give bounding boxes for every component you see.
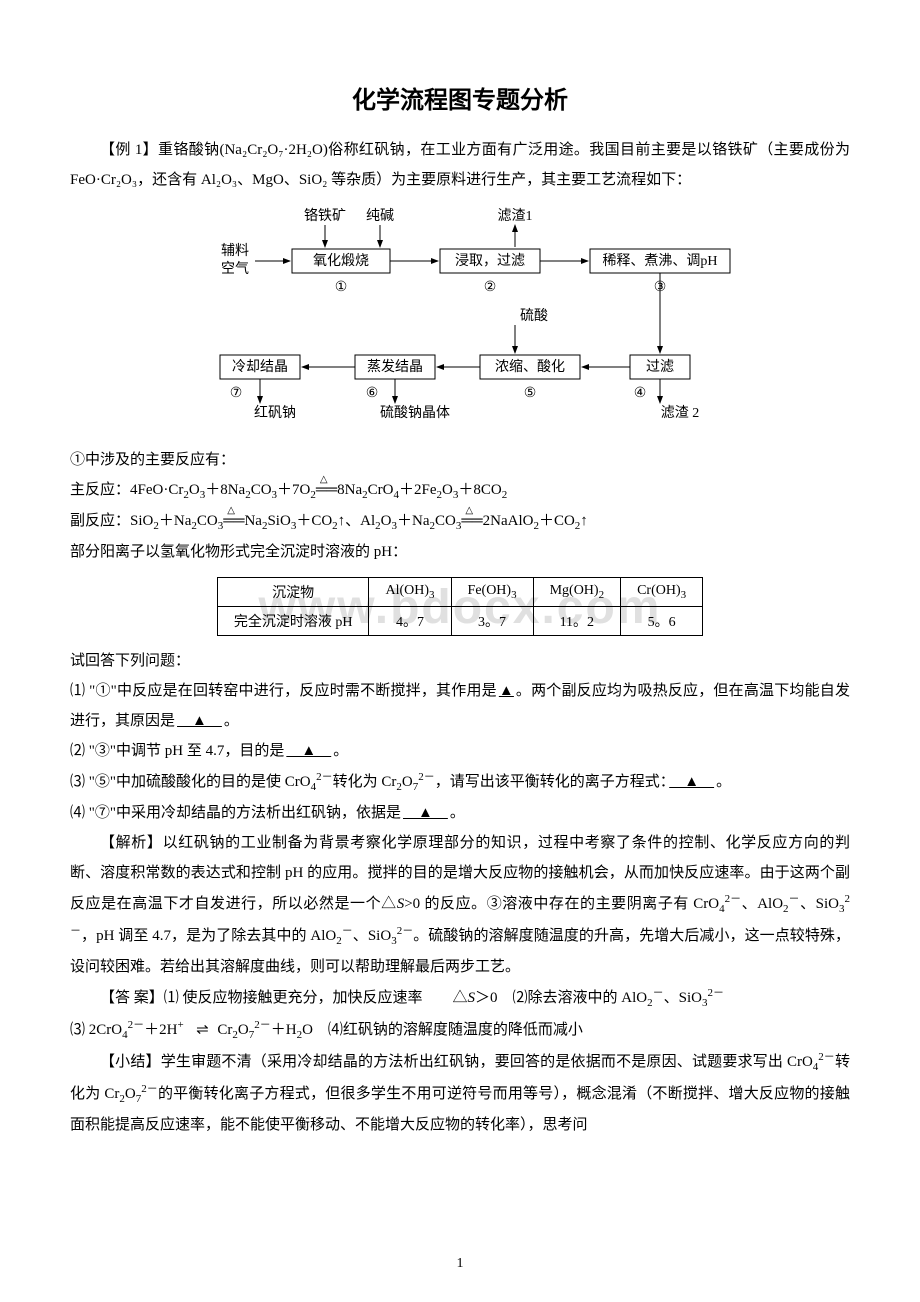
svg-text:红矾钠: 红矾钠 xyxy=(254,405,296,421)
table-cell: 完全沉淀时溶液 pH xyxy=(217,607,369,636)
q1-end: 。 xyxy=(224,713,239,729)
svg-text:⑤: ⑤ xyxy=(524,386,537,401)
blank: ▲ xyxy=(667,774,716,790)
q4-end: 。 xyxy=(450,805,465,821)
intro-text: 重铬酸钠(Na₂Cr₂O₇·2H₂O)俗称红矾钠，在工业方面有广泛用途。我国目前… xyxy=(70,142,850,188)
ph-table-container: 沉淀物 Al(OH)3 Fe(OH)3 Mg(OH)2 Cr(OH)3 完全沉淀… xyxy=(70,577,850,636)
page-number: 1 xyxy=(457,1256,464,1272)
svg-text:过滤: 过滤 xyxy=(646,359,674,375)
example-intro: 【例 1】重铬酸钠(Na₂Cr₂O₇·2H₂O)俗称红矾钠，在工业方面有广泛用途… xyxy=(70,135,850,195)
svg-text:⑥: ⑥ xyxy=(366,386,379,401)
analysis-label: 【解析】 xyxy=(100,835,163,851)
table-row: 完全沉淀时溶液 pH 4。7 3。7 11。2 5。6 xyxy=(217,607,702,636)
table-intro: 部分阳离子以氢氧化物形式完全沉淀时溶液的 pH： xyxy=(70,537,850,567)
svg-text:冷却结晶: 冷却结晶 xyxy=(232,359,288,375)
answer: 【答 案】⑴ 使反应物接触更充分，加快反应速率 △S＞0 ⑵除去溶液中的 AlO… xyxy=(70,982,850,1014)
q3-end: 。 xyxy=(716,774,731,790)
reactions-header: ①中涉及的主要反应有： xyxy=(70,445,850,475)
svg-text:⑦: ⑦ xyxy=(230,386,243,401)
table-header-row: 沉淀物 Al(OH)3 Fe(OH)3 Mg(OH)2 Cr(OH)3 xyxy=(217,578,702,607)
question-1: ⑴ "①"中反应是在回转窑中进行，反应时需不断搅拌，其作用是▲。两个副反应均为吸… xyxy=(70,676,850,736)
table-header-cell: Fe(OH)3 xyxy=(451,578,533,607)
svg-text:滤渣1: 滤渣1 xyxy=(498,208,533,224)
table-cell: 3。7 xyxy=(451,607,533,636)
blank: ▲ xyxy=(497,683,516,699)
question-2: ⑵ "③"中调节 pH 至 4.7，目的是 ▲ 。 xyxy=(70,736,850,766)
svg-text:浓缩、酸化: 浓缩、酸化 xyxy=(495,359,565,375)
table-cell: 5。6 xyxy=(621,607,703,636)
table-header-cell: 沉淀物 xyxy=(217,578,369,607)
side-reaction: 副反应：SiO2＋Na2CO3△══Na2SiO3＋CO2↑、Al2O3＋Na2… xyxy=(70,506,850,537)
svg-text:④: ④ xyxy=(634,386,647,401)
svg-text:浸取，过滤: 浸取，过滤 xyxy=(455,253,525,269)
main-reaction-label: 主反应： xyxy=(70,482,130,498)
summary: 【小结】学生审题不清（采用冷却结晶的方法析出红矾钠，要回答的是依据而不是原因、试… xyxy=(70,1046,850,1140)
svg-text:②: ② xyxy=(484,280,497,295)
page-title: 化学流程图专题分析 xyxy=(70,80,850,115)
table-header-cell: Al(OH)3 xyxy=(369,578,451,607)
svg-text:铬铁矿: 铬铁矿 xyxy=(304,208,346,224)
main-content: 化学流程图专题分析 【例 1】重铬酸钠(Na₂Cr₂O₇·2H₂O)俗称红矾钠，… xyxy=(70,80,850,1140)
question-3: ⑶ "⑤"中加硫酸酸化的目的是使 CrO42－转化为 Cr2O72－，请写出该平… xyxy=(70,766,850,798)
blank: ▲ xyxy=(175,713,224,729)
answer-line2: ⑶ 2CrO42－＋2H+ ⇌Cr2O72－＋H2O ⑷红矾钠的溶解度随温度的降… xyxy=(70,1014,850,1046)
svg-text:纯碱: 纯碱 xyxy=(366,208,394,224)
q4-text: ⑷ "⑦"中采用冷却结晶的方法析出红矾钠，依据是 xyxy=(70,805,401,821)
analysis: 【解析】以红矾钠的工业制备为背景考察化学原理部分的知识，过程中考察了条件的控制、… xyxy=(70,828,850,982)
q1-text: ⑴ "①"中反应是在回转窑中进行，反应时需不断搅拌，其作用是 xyxy=(70,683,497,699)
ph-table: 沉淀物 Al(OH)3 Fe(OH)3 Mg(OH)2 Cr(OH)3 完全沉淀… xyxy=(217,577,703,636)
blank: ▲ xyxy=(401,805,450,821)
questions-intro: 试回答下列问题： xyxy=(70,646,850,676)
example-label: 【例 1】 xyxy=(100,142,158,158)
q2-end: 。 xyxy=(333,743,348,759)
svg-text:空气: 空气 xyxy=(221,261,249,277)
svg-text:滤渣 2: 滤渣 2 xyxy=(661,405,700,421)
flowchart-svg: 铬铁矿 纯碱 滤渣1 辅料 空气 氧化煅烧 浸取，过滤 稀释、煮沸、调pH ① … xyxy=(180,205,740,435)
side-reaction-label: 副反应： xyxy=(70,513,130,529)
q2-text: ⑵ "③"中调节 pH 至 4.7，目的是 xyxy=(70,743,284,759)
svg-text:氧化煅烧: 氧化煅烧 xyxy=(313,253,369,269)
svg-text:稀释、煮沸、调pH: 稀释、煮沸、调pH xyxy=(602,253,717,269)
table-cell: 11。2 xyxy=(533,607,621,636)
answer-label: 【答 案】 xyxy=(100,990,164,1006)
question-4: ⑷ "⑦"中采用冷却结晶的方法析出红矾钠，依据是 ▲ 。 xyxy=(70,798,850,828)
svg-text:硫酸: 硫酸 xyxy=(520,308,548,324)
table-cell: 4。7 xyxy=(369,607,451,636)
svg-text:蒸发结晶: 蒸发结晶 xyxy=(367,359,423,375)
table-header-cell: Mg(OH)2 xyxy=(533,578,621,607)
blank: ▲ xyxy=(284,743,333,759)
table-header-cell: Cr(OH)3 xyxy=(621,578,703,607)
svg-text:①: ① xyxy=(335,280,348,295)
svg-text:硫酸钠晶体: 硫酸钠晶体 xyxy=(380,405,450,421)
svg-text:辅料: 辅料 xyxy=(221,243,249,259)
summary-label: 【小结】 xyxy=(100,1054,161,1070)
main-reaction: 主反应：4FeO·Cr2O3＋8Na2CO3＋7O2△══8Na2CrO4＋2F… xyxy=(70,475,850,506)
